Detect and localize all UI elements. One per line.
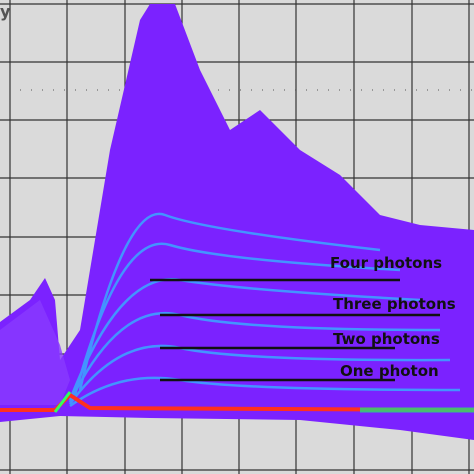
corner-label: y <box>0 2 11 21</box>
annotation-label: Two photons <box>333 330 440 348</box>
annotation-label: One photon <box>340 362 439 380</box>
annotation-label: Three photons <box>333 295 456 313</box>
photon-bands <box>68 212 461 408</box>
annotation-lines <box>150 278 440 382</box>
left-trace <box>0 300 70 405</box>
baseline-edge <box>53 391 72 413</box>
annotation-label: Four photons <box>330 254 442 272</box>
baseline <box>0 392 474 412</box>
